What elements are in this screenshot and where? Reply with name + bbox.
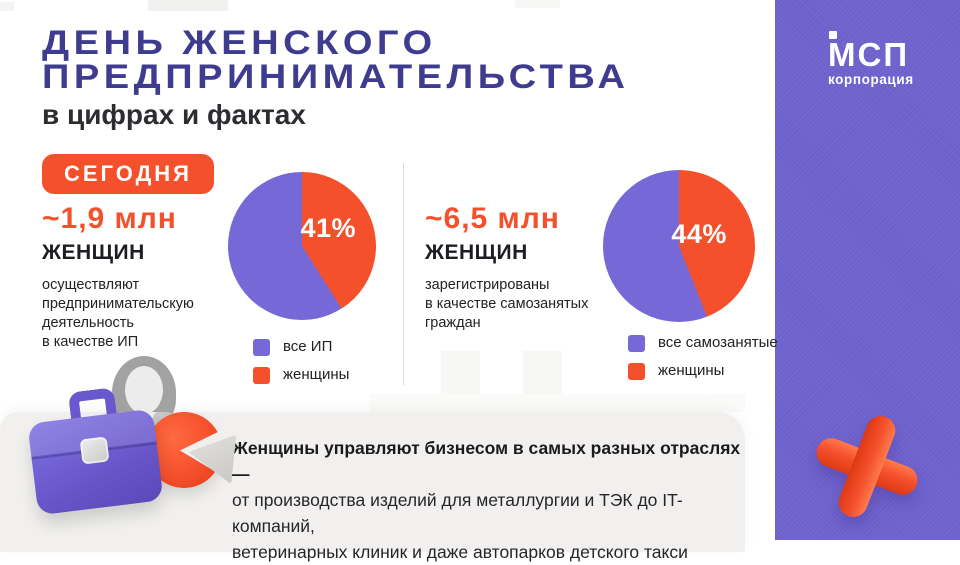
legend-item: женщины <box>253 366 349 384</box>
page-title-line2: ПРЕДПРИНИМАТЕЛЬСТВА <box>42 58 630 96</box>
side-panel <box>775 0 960 540</box>
stat-block-selfemployed: ~6,5 млн ЖЕНЩИН зарегистрированы в качес… <box>425 202 615 333</box>
column-divider <box>403 163 404 385</box>
msp-logo: МСП корпорация <box>828 31 914 87</box>
logo-brand-text: МСП <box>828 36 910 73</box>
logo-subtext: корпорация <box>828 72 914 87</box>
legend-swatch-orange-icon <box>628 363 645 380</box>
fact-card-body: от производства изделий для металлургии … <box>232 490 688 562</box>
briefcase-clasp <box>79 436 110 465</box>
stat-description: осуществляют предпринимательскую деятель… <box>42 277 194 350</box>
stat-value: ~1,9 млн <box>42 202 177 235</box>
legend-label: все ИП <box>283 338 333 355</box>
pixel-decoration <box>515 0 560 8</box>
pie-percentage-label: 44% <box>671 218 727 249</box>
fact-card-text: Женщины управляют бизнесом в самых разны… <box>232 435 745 565</box>
today-badge: СЕГОДНЯ <box>42 154 214 194</box>
pie-chart-ip: 41% <box>228 172 376 320</box>
stat-unit: ЖЕНЩИН <box>425 241 528 264</box>
legend-item: все самозанятые <box>628 334 778 352</box>
page-title: ДЕНЬ ЖЕНСКОГО ПРЕДПРИНИМАТЕЛЬСТВА <box>42 26 629 94</box>
page-title-line1: ДЕНЬ ЖЕНСКОГО <box>42 24 437 62</box>
pie-percentage-label: 41% <box>300 213 357 244</box>
legend-selfemployed: все самозанятые женщины <box>628 334 778 390</box>
legend-swatch-purple-icon <box>253 339 270 356</box>
fact-card-heading: Женщины управляют бизнесом в самых разны… <box>232 438 741 484</box>
stat-description: зарегистрированы в качестве самозанятых … <box>425 277 589 331</box>
stat-value: ~6,5 млн <box>425 202 560 235</box>
person-face <box>125 366 163 414</box>
briefcase-body <box>27 408 164 516</box>
pie-chart-selfemployed: 44% <box>603 170 755 322</box>
briefcase-icon <box>26 387 164 516</box>
stat-unit: ЖЕНЩИН <box>42 241 145 264</box>
page-subtitle: в цифрах и фактах <box>42 99 306 130</box>
pixel-decoration <box>370 394 745 412</box>
legend-label: женщины <box>283 366 350 383</box>
plus-3d-icon <box>812 411 922 522</box>
legend-item: женщины <box>628 362 778 380</box>
logo-dot-icon <box>829 31 837 39</box>
business-illustration <box>26 356 233 526</box>
legend-label: все самозанятые <box>658 334 778 351</box>
pixel-decoration <box>0 2 14 11</box>
legend-swatch-purple-icon <box>628 335 645 352</box>
stat-block-ip: ~1,9 млн ЖЕНЩИН осуществляют предпринима… <box>42 202 232 352</box>
legend-item: все ИП <box>253 338 349 356</box>
legend-ip: все ИП женщины <box>253 338 349 394</box>
pixel-decoration <box>148 0 228 11</box>
legend-label: женщины <box>658 362 725 379</box>
logo-brand: МСП <box>828 31 914 71</box>
legend-swatch-orange-icon <box>253 367 270 384</box>
